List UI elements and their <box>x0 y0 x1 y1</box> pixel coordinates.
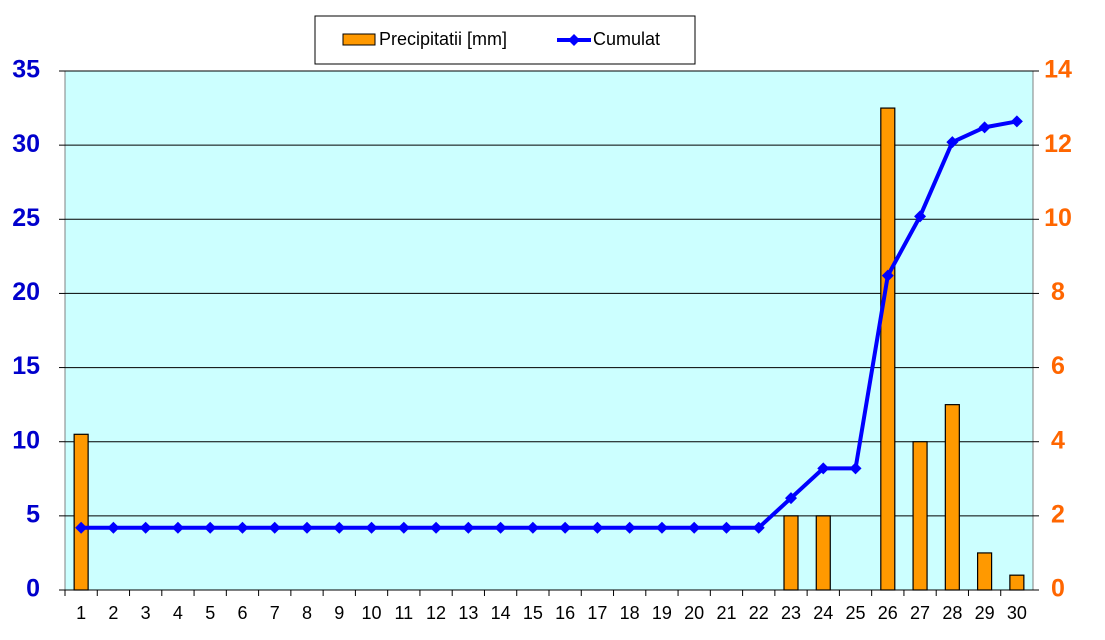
marker <box>430 521 443 534</box>
bar <box>880 107 896 591</box>
marker <box>655 521 668 534</box>
marker <box>397 521 410 534</box>
legend: Precipitatii [mm] Cumulat <box>342 29 660 49</box>
x-tick-label: 21 <box>716 603 736 623</box>
x-tick-label: 25 <box>846 603 866 623</box>
y2-tick-label: 0 <box>1051 575 1065 603</box>
y2-tick-label: 4 <box>1051 426 1065 454</box>
y2-tick-label: 10 <box>1044 204 1072 232</box>
marker <box>946 136 959 149</box>
x-tick-label: 26 <box>878 603 898 623</box>
y-tick-label: 30 <box>12 130 40 158</box>
x-tick-label: 20 <box>684 603 704 623</box>
x-tick-label: 2 <box>108 603 118 623</box>
x-tick-label: 11 <box>394 603 413 623</box>
x-tick-label: 27 <box>910 603 930 623</box>
x-tick-label: 12 <box>426 603 446 623</box>
x-tick-label: 3 <box>141 603 151 623</box>
x-tick-label: 7 <box>270 603 280 623</box>
x-tick-label: 10 <box>362 603 382 623</box>
marker <box>688 521 701 534</box>
marker <box>365 521 378 534</box>
x-tick-label: 4 <box>173 603 183 623</box>
marker <box>139 521 152 534</box>
marker <box>914 210 927 223</box>
marker <box>236 521 249 534</box>
marker <box>107 521 120 534</box>
bar <box>944 404 960 591</box>
marker <box>978 121 991 134</box>
x-tick-label: 28 <box>942 603 962 623</box>
marker <box>1010 115 1023 128</box>
marker <box>785 492 797 505</box>
marker <box>301 521 313 534</box>
x-tick-label: 8 <box>302 603 312 623</box>
y2-tick-label: 6 <box>1051 352 1065 380</box>
marker <box>817 462 830 475</box>
x-tick-label: 13 <box>458 603 478 623</box>
y-tick-label: 20 <box>12 278 40 306</box>
marker <box>171 521 184 534</box>
marker <box>591 521 604 534</box>
legend-marker <box>568 34 580 46</box>
y-tick-label: 35 <box>12 56 40 84</box>
legend-label: Precipitatii [mm] <box>379 29 507 49</box>
y2-tick-label: 8 <box>1051 278 1065 306</box>
y2-tick-label: 2 <box>1051 500 1065 528</box>
x-tick-label: 1 <box>76 603 86 623</box>
marker <box>881 269 894 282</box>
marker <box>752 521 765 534</box>
marker <box>494 521 507 534</box>
legend-swatch <box>342 33 376 46</box>
x-tick-label: 30 <box>1007 603 1027 623</box>
marker <box>623 521 636 534</box>
x-tick-label: 15 <box>523 603 543 623</box>
marker <box>559 521 572 534</box>
x-tick-label: 17 <box>587 603 607 623</box>
x-tick-label: 5 <box>205 603 215 623</box>
marker <box>75 521 88 534</box>
x-tick-label: 23 <box>781 603 801 623</box>
bar <box>1009 574 1025 591</box>
x-tick-label: 16 <box>555 603 575 623</box>
x-tick-label: 14 <box>491 603 511 623</box>
y-tick-label: 10 <box>12 426 40 454</box>
bar <box>783 515 799 591</box>
x-tick-label: 19 <box>652 603 672 623</box>
bar <box>815 515 831 591</box>
marker <box>268 521 281 534</box>
bar <box>73 433 89 591</box>
y-tick-label: 15 <box>12 352 40 380</box>
x-tick-label: 22 <box>749 603 769 623</box>
legend-box <box>314 15 696 65</box>
marker <box>526 521 539 534</box>
bar <box>912 441 928 591</box>
y2-tick-label: 12 <box>1044 130 1072 158</box>
x-tick-label: 24 <box>813 603 833 623</box>
x-tick-label: 18 <box>620 603 640 623</box>
marker <box>204 521 217 534</box>
marker <box>720 521 733 534</box>
y2-tick-label: 14 <box>1044 56 1072 84</box>
legend-label: Cumulat <box>593 29 660 49</box>
x-tick-label: 6 <box>237 603 247 623</box>
x-tick-label: 9 <box>334 603 344 623</box>
y-tick-label: 25 <box>12 204 40 232</box>
marker <box>849 462 862 475</box>
y-tick-label: 5 <box>26 500 40 528</box>
y-tick-label: 0 <box>26 575 40 603</box>
bar <box>976 552 993 591</box>
marker <box>333 521 346 534</box>
marker <box>462 521 475 534</box>
x-tick-label: 29 <box>975 603 995 623</box>
